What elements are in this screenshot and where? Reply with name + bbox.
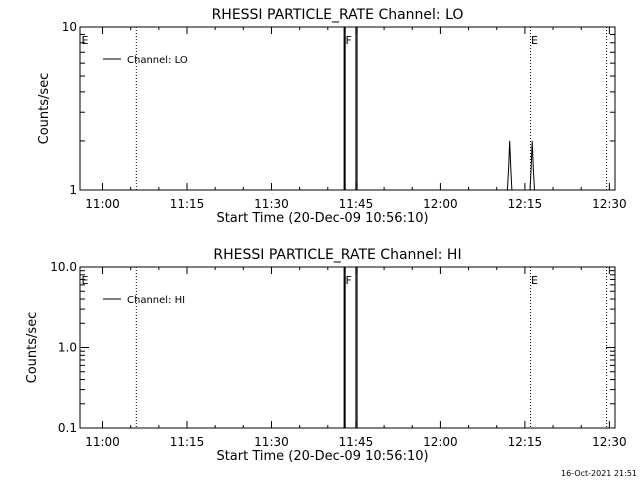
event-marker-label: F [346, 34, 352, 47]
x-tick-label: 11:15 [170, 197, 205, 211]
y-tick-label: 10 [62, 20, 77, 34]
x-tick-label: 11:30 [254, 435, 289, 449]
x-tick-label: 11:00 [85, 197, 120, 211]
chart-panel: RHESSI PARTICLE_RATE Channel: HI 11:00 11:… [25, 247, 627, 464]
chart-title: RHESSI PARTICLE_RATE Channel: HI [213, 247, 461, 263]
event-marker-label: E [82, 274, 89, 287]
x-tick-label: 12:00 [423, 197, 458, 211]
x-tick-label: 12:15 [508, 435, 543, 449]
x-tick-label: 12:30 [592, 197, 627, 211]
event-marker-label: F [346, 274, 352, 287]
x-axis-label: Start Time (20-Dec-09 10:56:10) [216, 211, 428, 226]
y-axis-label: Counts/sec [37, 73, 52, 145]
y-tick-label: 1.0 [58, 341, 77, 355]
x-tick-label: 12:00 [423, 435, 458, 449]
x-tick-label: 11:15 [170, 435, 205, 449]
legend-label: Channel: HI [127, 295, 185, 306]
x-tick-label: 11:00 [85, 435, 120, 449]
x-tick-label: 11:45 [339, 197, 374, 211]
x-tick-label: 12:30 [592, 435, 627, 449]
chart-panel: RHESSI PARTICLE_RATE Channel: LO 11:00 11:… [37, 7, 627, 226]
chart-title: RHESSI PARTICLE_RATE Channel: LO [212, 7, 464, 23]
legend: Channel: LO [103, 55, 188, 66]
y-tick-label: 10.0 [50, 260, 77, 274]
y-tick-label: 0.1 [58, 421, 77, 435]
series-line [343, 266, 358, 429]
plot-timestamp: 16-Oct-2021 21:51 [561, 469, 637, 478]
series-line [343, 26, 535, 191]
y-tick-label: 1 [69, 183, 77, 197]
legend-label: Channel: LO [127, 55, 188, 66]
x-tick-label: 11:45 [339, 435, 374, 449]
event-marker-label: E [82, 34, 89, 47]
event-marker-label: E [531, 274, 538, 287]
x-axis-label: Start Time (20-Dec-09 10:56:10) [216, 449, 428, 464]
event-marker-label: E [531, 34, 538, 47]
x-tick-label: 11:30 [254, 197, 289, 211]
plot-frame [79, 26, 616, 191]
y-axis-label: Counts/sec [25, 312, 40, 384]
x-tick-label: 12:15 [508, 197, 543, 211]
plot-frame [79, 266, 616, 429]
legend: Channel: HI [103, 295, 185, 306]
